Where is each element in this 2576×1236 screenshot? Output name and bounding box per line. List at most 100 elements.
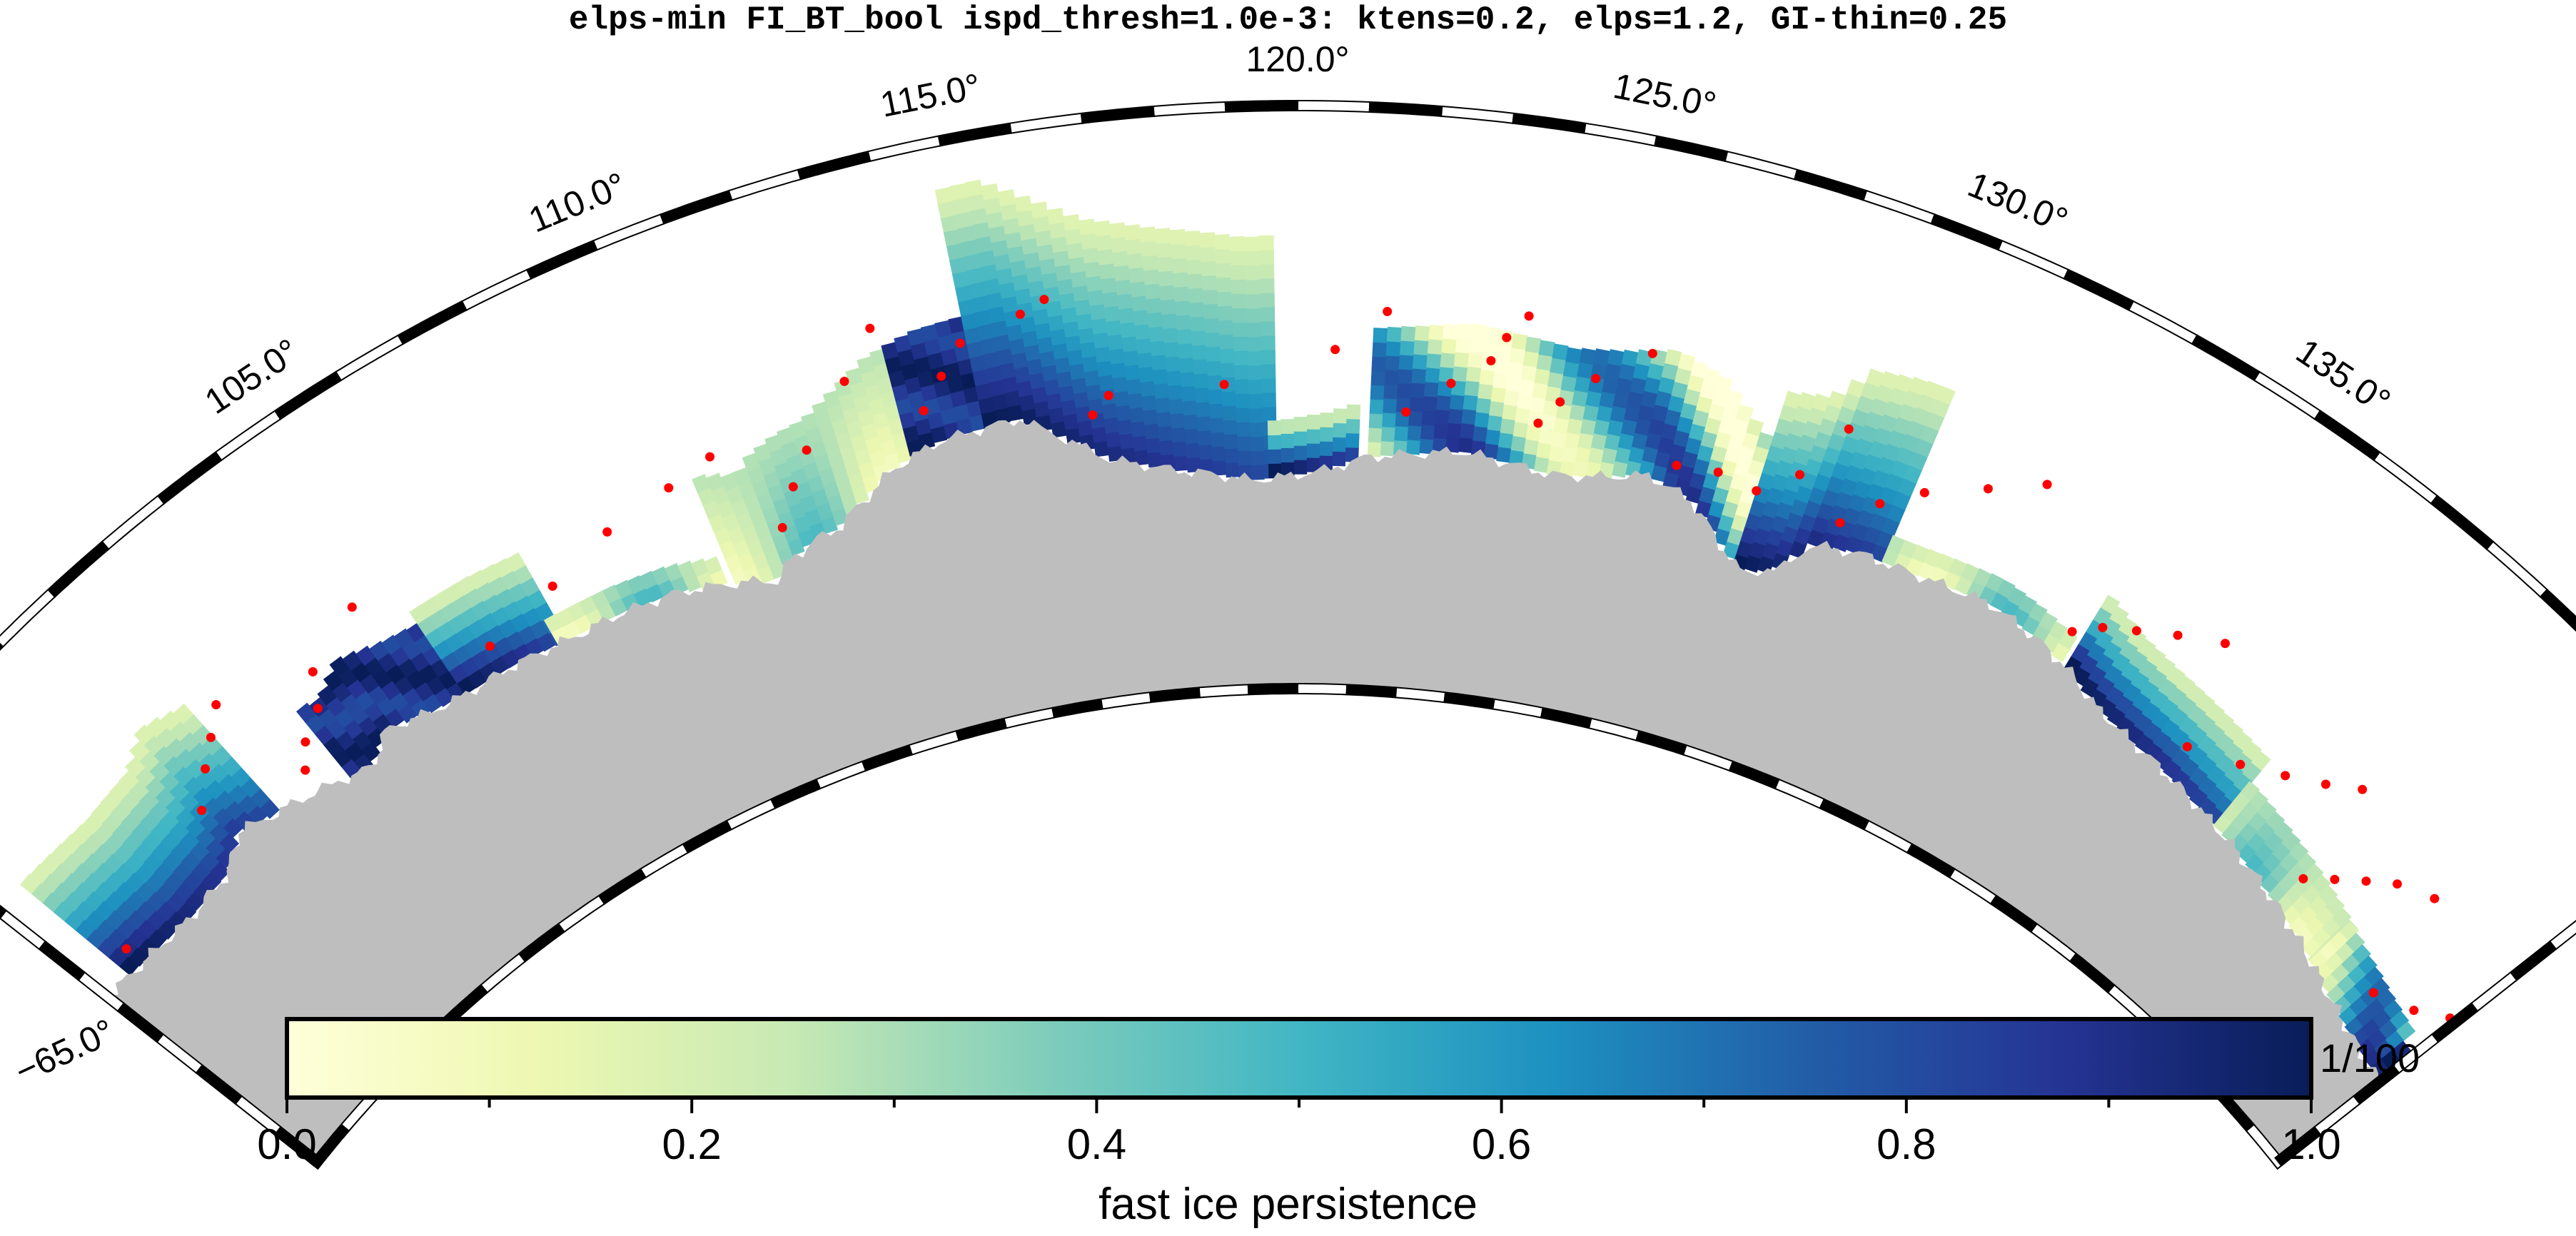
ice-cell bbox=[1345, 432, 1360, 448]
ice-cell bbox=[1131, 295, 1148, 312]
ice-cell bbox=[1142, 255, 1158, 271]
ice-cell bbox=[615, 579, 634, 599]
ice-cell bbox=[1229, 250, 1246, 266]
ice-cell bbox=[1093, 220, 1111, 237]
ice-cell bbox=[1456, 323, 1473, 340]
ice-cell bbox=[2389, 1010, 2410, 1030]
ice-cell bbox=[1425, 367, 1440, 383]
ice-cell bbox=[1216, 277, 1232, 293]
ice-cell bbox=[1044, 378, 1061, 396]
ice-cell bbox=[1231, 307, 1248, 323]
ice-cell bbox=[1019, 223, 1036, 241]
ice-cell bbox=[1054, 357, 1071, 374]
ice-cell bbox=[1244, 250, 1260, 266]
ice-cell bbox=[1121, 335, 1138, 353]
ice-cell bbox=[1428, 324, 1445, 341]
ice-cell bbox=[1030, 201, 1049, 219]
ice-cell bbox=[1063, 413, 1079, 430]
ice-cell bbox=[2251, 751, 2271, 771]
ice-cell bbox=[1222, 405, 1237, 421]
antarctic-land bbox=[108, 420, 2381, 1166]
map-title: elps-min FI_BT_bool ispd_thresh=1.0e-3: … bbox=[568, 1, 2008, 39]
ice-cell bbox=[1172, 441, 1187, 457]
ice-cell bbox=[1199, 232, 1216, 248]
ice-cell bbox=[983, 278, 1001, 295]
colorbar-tick-label: 0.6 bbox=[1472, 1120, 1531, 1168]
ice-cell bbox=[1156, 256, 1173, 273]
ice-cell bbox=[1103, 417, 1119, 434]
ice-cell bbox=[1534, 368, 1551, 385]
colorbar: 0.0 0.2 0.4 0.6 0.8 1.0 bbox=[257, 1017, 2341, 1168]
ice-cell bbox=[1382, 412, 1397, 428]
ice-cell bbox=[980, 337, 998, 355]
ice-cell bbox=[994, 334, 1011, 352]
grounded-iceberg-dot bbox=[1219, 380, 1229, 390]
ice-cell bbox=[1108, 222, 1126, 239]
ice-cell bbox=[1014, 195, 1032, 213]
ice-cell bbox=[1087, 289, 1104, 306]
frame-segment bbox=[1198, 684, 1250, 699]
grounded-iceberg-dot bbox=[2320, 779, 2330, 789]
ice-cell bbox=[1113, 265, 1131, 281]
ice-cell bbox=[1182, 400, 1197, 416]
ice-cell bbox=[1407, 425, 1423, 441]
grounded-iceberg-dot bbox=[2393, 879, 2403, 889]
ice-cell bbox=[2281, 831, 2301, 852]
ice-cell bbox=[1509, 347, 1526, 364]
ice-cell bbox=[1224, 447, 1239, 464]
ice-cell bbox=[1487, 415, 1503, 432]
ice-cell bbox=[1332, 437, 1347, 452]
ice-cell bbox=[1150, 340, 1166, 357]
ice-cell bbox=[2029, 603, 2048, 623]
grounded-iceberg-dot bbox=[955, 338, 965, 348]
ice-cell bbox=[1370, 385, 1385, 400]
ice-cell bbox=[1158, 270, 1174, 287]
ice-cell bbox=[1029, 372, 1046, 390]
ice-cell bbox=[2007, 587, 2026, 607]
ice-cell bbox=[1211, 446, 1226, 462]
ice-cell bbox=[934, 186, 954, 205]
ice-cell bbox=[1021, 238, 1039, 255]
ice-cell bbox=[1139, 226, 1156, 243]
ice-cell bbox=[949, 183, 969, 201]
grounded-iceberg-dot bbox=[865, 323, 875, 333]
grounded-iceberg-dot bbox=[1875, 499, 1885, 509]
longitude-label: 110.0° bbox=[523, 165, 632, 240]
ice-cell bbox=[1510, 435, 1527, 452]
ice-cell bbox=[1411, 368, 1427, 384]
ice-cell bbox=[1412, 353, 1428, 370]
ice-cell bbox=[1048, 314, 1065, 332]
ice-cell bbox=[1333, 422, 1347, 438]
ice-cell bbox=[1115, 279, 1132, 295]
ice-cell bbox=[2240, 781, 2261, 801]
ice-cell bbox=[1091, 426, 1108, 443]
ice-cell bbox=[1246, 322, 1262, 338]
ice-cell bbox=[1373, 328, 1388, 343]
ice-cell bbox=[1203, 303, 1219, 319]
ice-cell bbox=[1133, 309, 1149, 326]
ice-cell bbox=[1247, 350, 1263, 366]
ice-cell bbox=[1231, 293, 1247, 309]
grounded-iceberg-dot bbox=[1103, 390, 1113, 400]
ice-cell bbox=[1078, 327, 1095, 344]
ice-cell bbox=[2339, 921, 2360, 941]
grounded-iceberg-dot bbox=[802, 445, 812, 455]
ice-cell bbox=[567, 602, 587, 622]
ice-cell bbox=[1202, 289, 1218, 305]
ice-cell bbox=[1201, 275, 1218, 290]
ice-cell bbox=[1258, 249, 1275, 265]
ice-cell bbox=[1170, 412, 1185, 429]
ice-cell bbox=[1236, 407, 1251, 423]
ice-cell bbox=[1046, 300, 1063, 318]
ice-cell bbox=[1158, 425, 1173, 442]
ice-cell bbox=[1131, 421, 1146, 437]
ice-cell bbox=[456, 575, 476, 596]
ice-cell bbox=[1152, 368, 1168, 385]
ice-cell bbox=[1522, 350, 1540, 368]
ice-cell bbox=[2242, 741, 2262, 761]
ice-cell bbox=[1004, 231, 1023, 249]
ice-cell bbox=[1517, 392, 1533, 410]
ice-cell bbox=[1369, 398, 1384, 415]
ice-cell bbox=[1231, 279, 1246, 295]
ice-cell bbox=[1261, 378, 1276, 393]
